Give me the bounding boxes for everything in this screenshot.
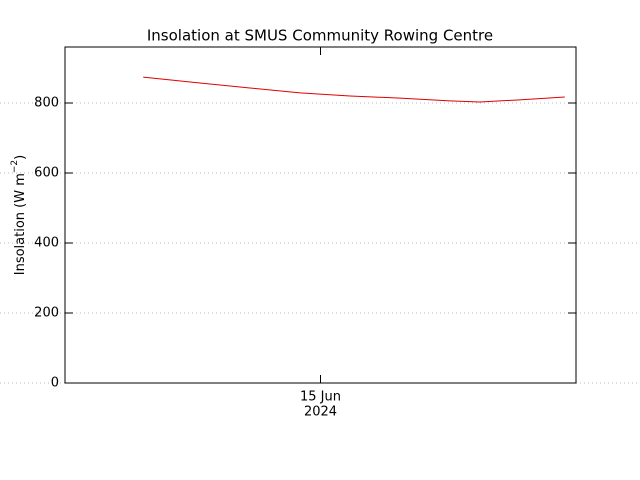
- y-tick-label: 0: [51, 376, 59, 391]
- plot-frame: [64, 46, 577, 384]
- y-axis-label-sup: −2: [10, 160, 20, 173]
- y-tick-label: 600: [34, 166, 59, 181]
- y-tick-label: 800: [34, 96, 59, 111]
- y-tick-label: 400: [34, 236, 59, 251]
- y-axis-label-end: ): [13, 155, 28, 160]
- y-axis-label: Insolation (W m−2): [10, 155, 28, 276]
- x-tick-sublabel: 2024: [304, 405, 337, 420]
- x-tick-label: 15 Jun: [300, 390, 341, 405]
- y-tick-label: 200: [34, 306, 59, 321]
- data-line: [143, 76, 565, 103]
- y-axis-label-text: Insolation (W m: [13, 173, 28, 275]
- chart-title: Insolation at SMUS Community Rowing Cent…: [147, 27, 493, 45]
